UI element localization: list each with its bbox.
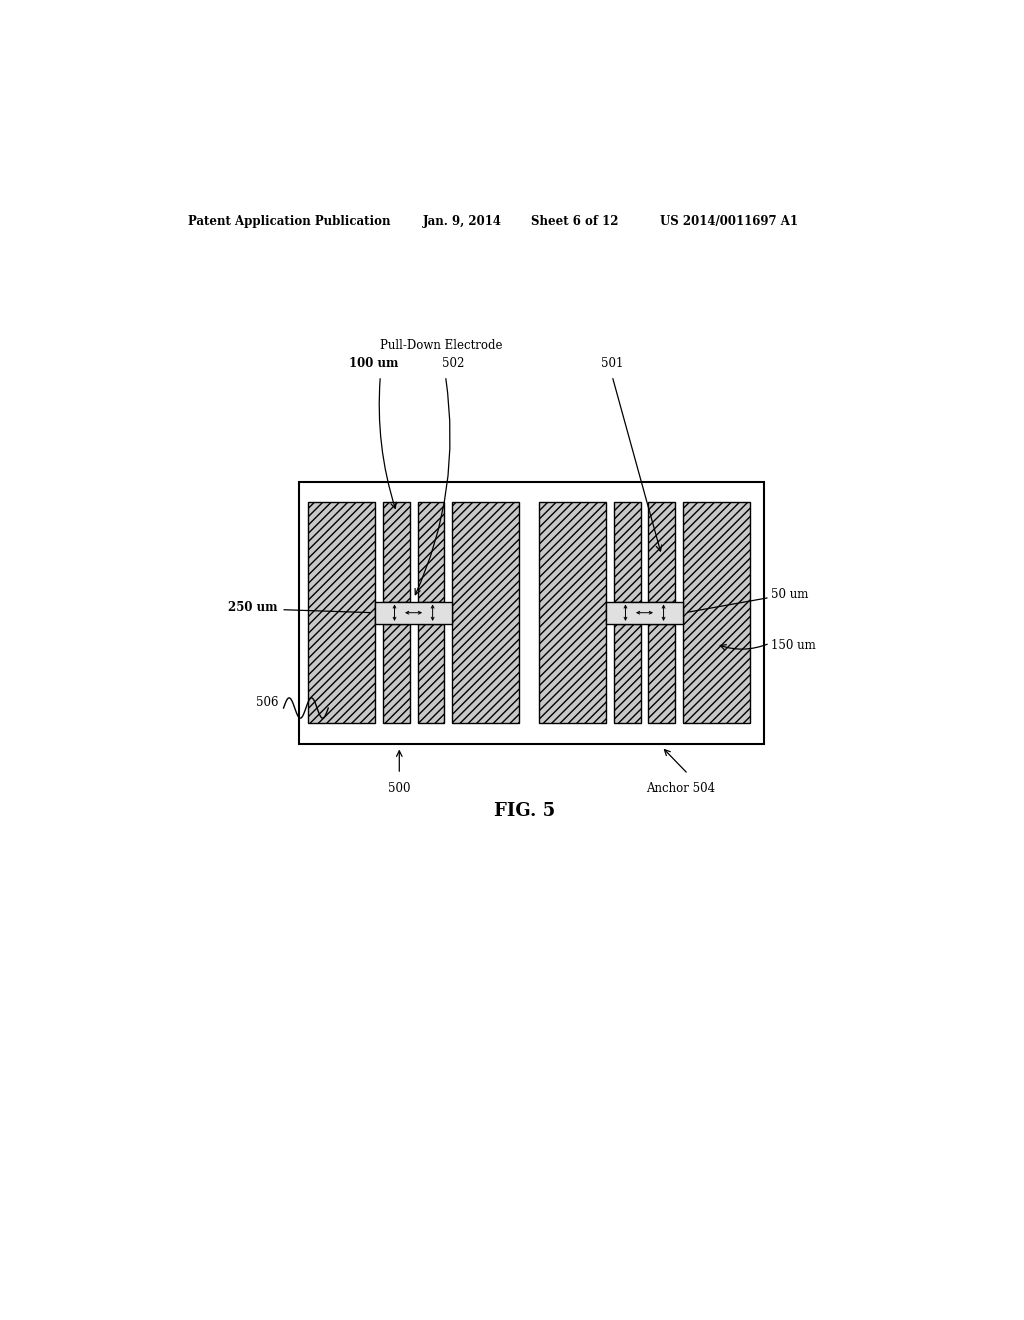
Text: 500: 500: [388, 783, 411, 795]
Bar: [452, 502, 519, 723]
Bar: [614, 502, 641, 602]
Bar: [308, 502, 376, 723]
Text: US 2014/0011697 A1: US 2014/0011697 A1: [659, 215, 798, 228]
Text: 501: 501: [601, 356, 624, 370]
Text: 100 um: 100 um: [349, 356, 398, 370]
Bar: [683, 502, 750, 723]
Bar: [648, 502, 675, 602]
Bar: [606, 602, 683, 624]
Bar: [648, 624, 675, 723]
Text: 506: 506: [256, 697, 279, 709]
Text: Jan. 9, 2014: Jan. 9, 2014: [423, 215, 502, 228]
Bar: [418, 624, 443, 723]
Bar: [383, 502, 410, 602]
Bar: [299, 482, 764, 743]
Text: Pull-Down Electrode: Pull-Down Electrode: [380, 338, 503, 351]
Text: Anchor 504: Anchor 504: [646, 783, 715, 795]
Text: 150 um: 150 um: [771, 639, 816, 652]
Text: 250 um: 250 um: [227, 601, 278, 614]
Bar: [383, 624, 410, 723]
Bar: [376, 602, 452, 624]
Bar: [539, 502, 606, 723]
Bar: [418, 502, 443, 602]
Text: Sheet 6 of 12: Sheet 6 of 12: [531, 215, 618, 228]
Text: 502: 502: [442, 356, 465, 370]
Bar: [614, 624, 641, 723]
Text: Patent Application Publication: Patent Application Publication: [187, 215, 390, 228]
Text: FIG. 5: FIG. 5: [495, 803, 555, 820]
Text: 50 um: 50 um: [771, 587, 809, 601]
